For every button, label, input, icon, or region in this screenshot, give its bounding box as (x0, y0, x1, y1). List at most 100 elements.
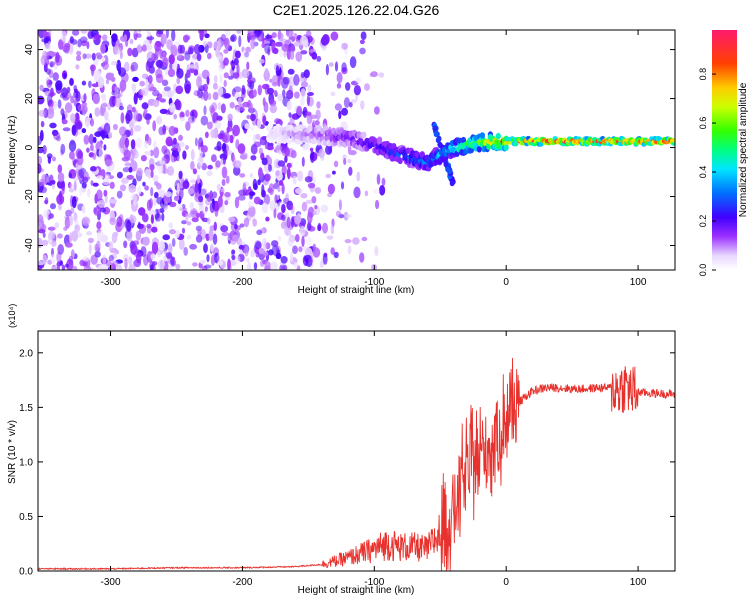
heatmap-noise-cell (56, 261, 61, 270)
heatmap-noise-cell (223, 57, 229, 66)
heatmap-noise-cell (204, 264, 212, 269)
heatmap-noise-cell (221, 166, 228, 179)
heatmap-noise-cell (47, 226, 56, 231)
heatmap-noise-cell (38, 218, 44, 228)
snr-y-tick-label: 0.0 (19, 567, 33, 578)
heatmap-noise-cell (162, 234, 170, 241)
heatmap-noise-cell (144, 185, 150, 191)
heatmap-noise-cell (148, 209, 157, 216)
heatmap-noise-cell (131, 83, 137, 91)
heatmap-noise-cell (290, 150, 297, 159)
heatmap-y-tick-label: 40 (24, 44, 35, 56)
heatmap-noise-cell (213, 82, 218, 90)
heatmap-noise-cell (322, 253, 328, 265)
heatmap-noise-cell (118, 67, 126, 77)
heatmap-noise-cell (133, 109, 139, 122)
heatmap-noise-cell (178, 238, 185, 251)
heatmap-noise-cell (188, 47, 194, 55)
heatmap-noise-cell (82, 53, 87, 60)
heatmap-noise-cell (63, 72, 67, 79)
heatmap-noise-cell (253, 141, 262, 148)
heatmap-noise-cell (263, 241, 267, 253)
heatmap-noise-cell (50, 203, 56, 210)
heatmap-noise-cell (42, 232, 46, 238)
heatmap-noise-cell (247, 81, 252, 88)
heatmap-noise-cell (123, 240, 128, 249)
heatmap-noise-cell (201, 145, 208, 153)
heatmap-noise-cell (315, 109, 321, 121)
heatmap-noise-cell (259, 259, 265, 267)
heatmap-branch-cell (447, 168, 452, 175)
heatmap-noise-cell (348, 150, 357, 156)
heatmap-noise-cell (301, 236, 305, 247)
heatmap-noise-cell (326, 235, 334, 240)
heatmap-noise-cell (205, 131, 209, 138)
heatmap-noise-cell (330, 224, 335, 235)
heatmap-noise-cell (102, 34, 108, 41)
heatmap-noise-cell (293, 74, 300, 86)
heatmap-noise-cell (168, 243, 173, 254)
heatmap-noise-cell (55, 80, 63, 91)
heatmap-noise-cell (95, 52, 102, 57)
heatmap-noise-cell (227, 149, 232, 156)
heatmap-noise-cell (241, 68, 250, 79)
heatmap-noise-cell (310, 150, 315, 161)
heatmap-noise-cell (191, 217, 199, 223)
heatmap-noise-cell (307, 84, 312, 93)
heatmap-noise-cell (217, 63, 224, 72)
heatmap-noise-cell (53, 131, 61, 141)
heatmap-noise-cell (48, 174, 54, 185)
heatmap-noise-cell (45, 51, 49, 59)
heatmap-noise-cell (217, 260, 224, 266)
heatmap-noise-cell (271, 32, 277, 39)
heatmap-noise-cell (149, 198, 153, 209)
heatmap-noise-cell (176, 182, 180, 194)
heatmap-noise-cell (261, 42, 266, 49)
heatmap-noise-cell (184, 178, 188, 185)
heatmap-noise-cell (166, 166, 175, 176)
heatmap-noise-cell (281, 43, 290, 52)
heatmap-noise-cell (381, 177, 386, 186)
heatmap-noise-cell (75, 64, 80, 70)
heatmap-noise-cell (61, 119, 68, 125)
heatmap-noise-cell (334, 61, 339, 72)
heatmap-noise-cell (249, 102, 254, 115)
snr-y-tick-label: 1.5 (19, 403, 33, 414)
heatmap-noise-cell (376, 173, 381, 185)
heatmap-noise-cell (38, 156, 43, 165)
heatmap-noise-cell (196, 174, 201, 184)
heatmap-noise-cell (157, 251, 161, 258)
heatmap-noise-cell (124, 258, 128, 270)
heatmap-noise-cell (142, 236, 150, 246)
heatmap-branch-cell (433, 131, 439, 138)
heatmap-noise-cell (138, 207, 146, 216)
heatmap-noise-cell (277, 186, 281, 192)
heatmap-noise-cell (261, 189, 266, 198)
heatmap-noise-cell (146, 51, 155, 62)
heatmap-noise-cell (194, 182, 199, 194)
heatmap-noise-cell (306, 94, 310, 106)
heatmap-noise-cell (48, 92, 56, 97)
heatmap-noise-cell (275, 41, 283, 47)
heatmap-trace-cell (671, 138, 675, 143)
heatmap-noise-cell (93, 207, 101, 216)
heatmap-noise-cell (217, 195, 223, 208)
heatmap-noise-cell (132, 149, 139, 159)
heatmap-noise-cell (341, 107, 348, 116)
heatmap-noise-cell (212, 191, 218, 199)
heatmap-noise-cell (229, 134, 234, 144)
heatmap-noise-cell (287, 236, 294, 247)
heatmap-noise-cell (81, 205, 86, 214)
heatmap-noise-cell (150, 214, 154, 224)
heatmap-noise-cell (141, 73, 149, 79)
heatmap-noise-cell (141, 102, 149, 110)
heatmap-noise-cell (64, 216, 71, 229)
heatmap-noise-cell (156, 116, 163, 125)
heatmap-noise-cell (52, 72, 59, 81)
heatmap-noise-cell (151, 241, 159, 254)
heatmap-noise-cell (159, 208, 165, 214)
heatmap-noise-cell (144, 113, 152, 121)
heatmap-noise-cell (151, 226, 158, 233)
heatmap-noise-cell (193, 44, 201, 55)
heatmap-noise-cell (299, 96, 305, 107)
